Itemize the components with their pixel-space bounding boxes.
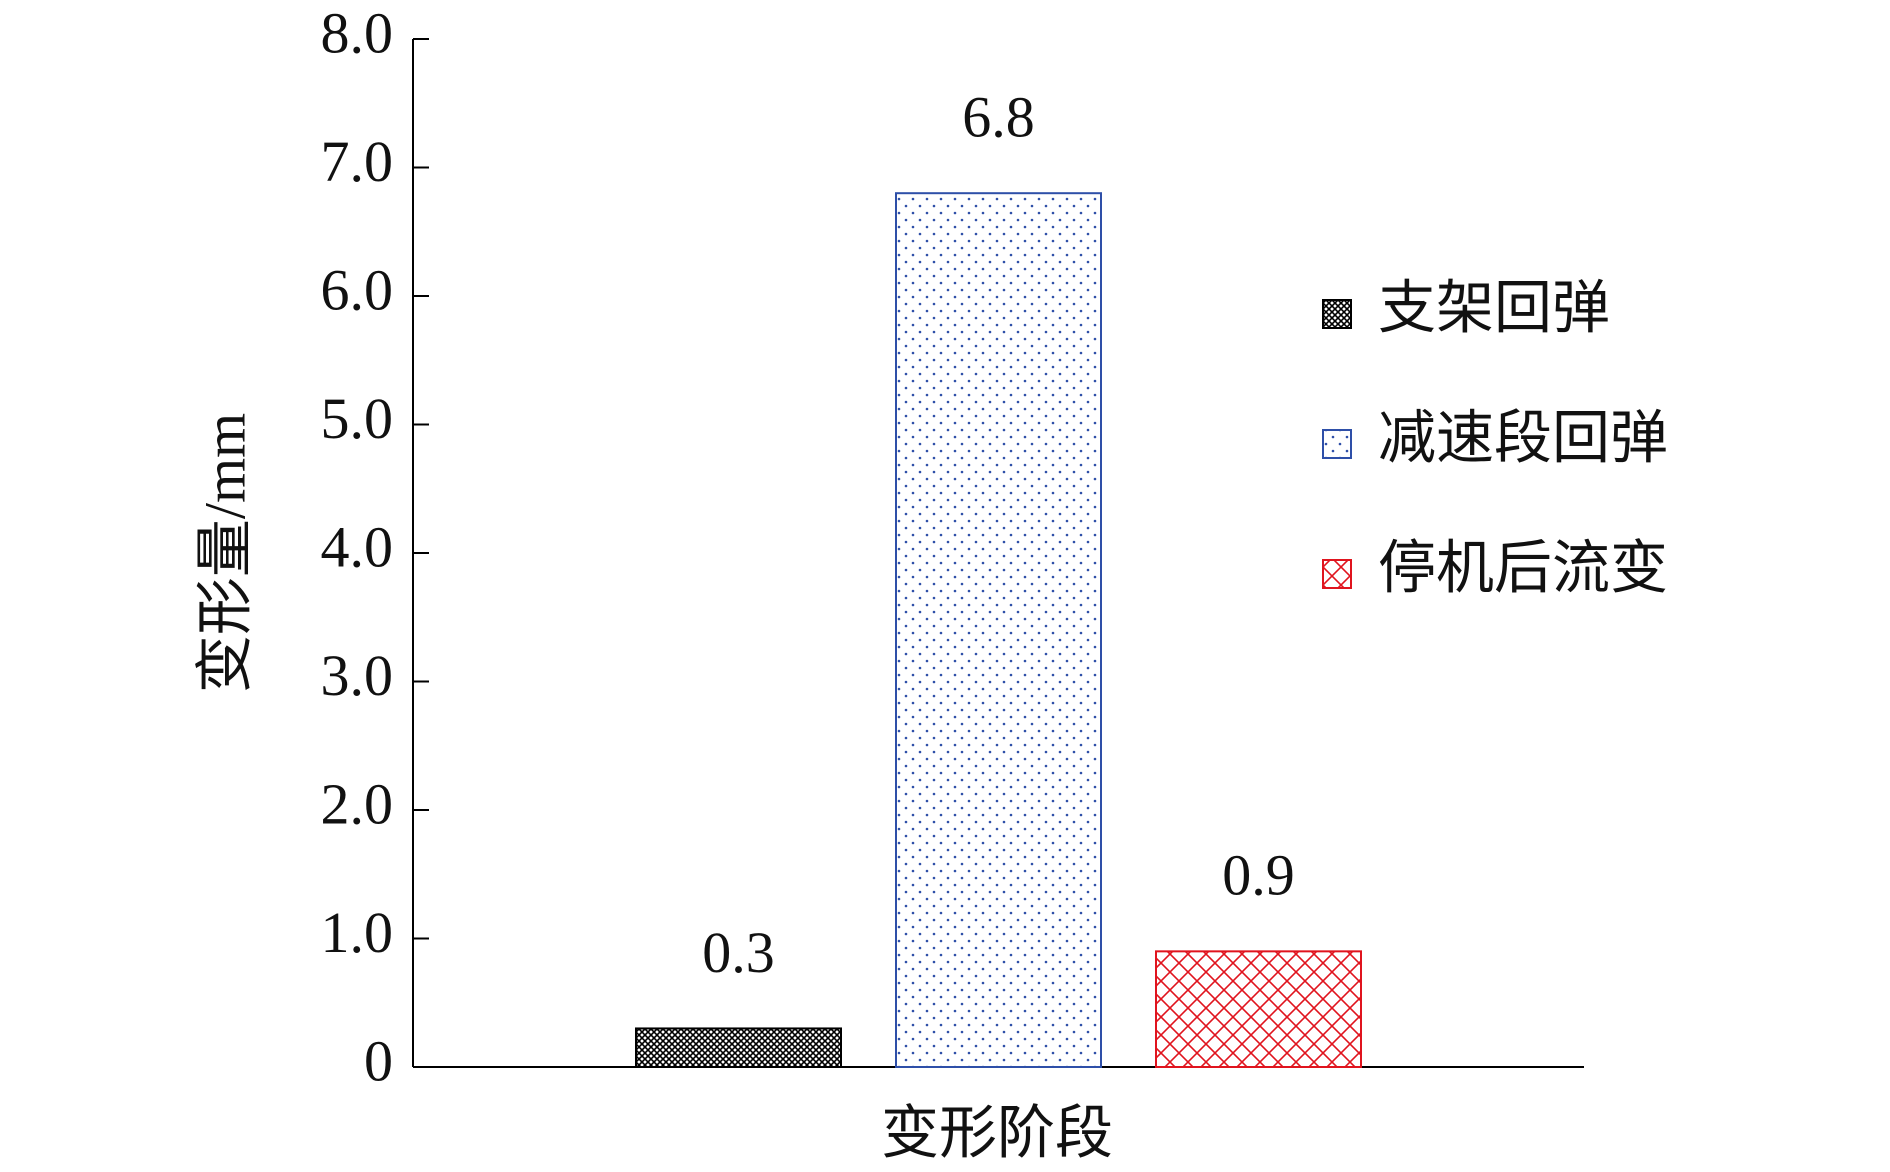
y-tick-label: 8.0 (321, 0, 394, 65)
legend-label: 减速段回弹 (1378, 405, 1668, 470)
bar (895, 192, 1102, 1068)
y-tick-label: 4.0 (321, 514, 394, 579)
y-tick-label: 2.0 (321, 771, 394, 836)
y-axis-label: 变形量/mm (192, 413, 257, 693)
legend-swatch (1322, 299, 1352, 329)
y-tick-label: 0 (364, 1028, 393, 1093)
value-label: 0.9 (1222, 843, 1295, 908)
y-tick-label: 6.0 (321, 257, 394, 322)
y-tick-label: 3.0 (321, 643, 394, 708)
legend-swatch (1322, 429, 1352, 459)
legend-label: 停机后流变 (1378, 535, 1668, 600)
y-tick-label: 5.0 (321, 386, 394, 451)
legend-label: 支架回弹 (1378, 275, 1610, 340)
bar (1155, 950, 1362, 1068)
x-axis-label: 变形阶段 (881, 1100, 1113, 1165)
y-tick-label: 7.0 (321, 129, 394, 194)
value-label: 6.8 (962, 85, 1035, 150)
bar (635, 1027, 842, 1068)
legend-swatch (1322, 559, 1352, 589)
value-label: 0.3 (702, 920, 775, 985)
y-tick-label: 1.0 (321, 900, 394, 965)
